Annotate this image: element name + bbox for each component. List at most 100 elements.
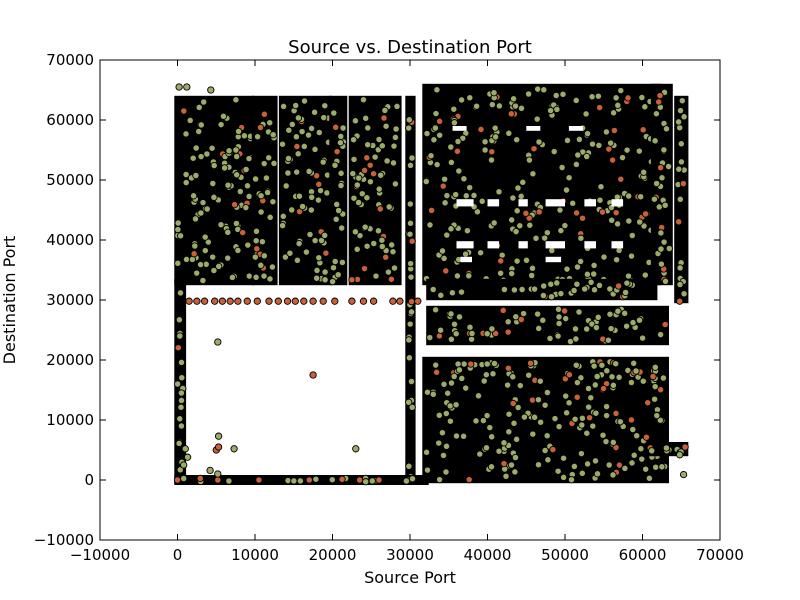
data-point-series-a	[176, 232, 185, 240]
data-point-series-a	[547, 293, 556, 301]
data-point-series-a	[181, 445, 189, 453]
sparse-gap	[584, 199, 596, 207]
data-point-series-a	[505, 410, 513, 418]
data-point-series-b	[396, 297, 404, 305]
data-point-series-a	[265, 154, 273, 162]
data-point-series-a	[363, 242, 371, 250]
data-point-series-a	[407, 377, 416, 386]
data-point-series-a	[232, 96, 240, 104]
data-point-series-a	[408, 154, 416, 162]
data-point-series-a	[590, 362, 598, 370]
data-point-series-a	[391, 180, 400, 188]
data-point-series-a	[200, 98, 208, 106]
data-point-series-a	[623, 146, 631, 154]
data-point-series-a	[406, 320, 414, 328]
data-point-series-a	[177, 403, 185, 411]
data-point-series-a	[470, 191, 478, 200]
data-point-series-a	[674, 118, 683, 126]
data-point-series-a	[676, 195, 684, 203]
data-point-series-b	[595, 103, 604, 112]
data-point-series-a	[590, 261, 598, 270]
data-point-series-b	[661, 320, 669, 329]
data-point-series-a	[300, 142, 308, 151]
data-point-series-a	[201, 246, 209, 255]
data-point-series-b	[528, 396, 537, 404]
data-point-series-a	[544, 456, 552, 464]
data-point-series-a	[242, 165, 250, 174]
data-point-series-a	[662, 444, 671, 452]
data-point-series-a	[279, 102, 288, 111]
data-point-series-a	[447, 335, 456, 343]
data-point-series-a	[676, 451, 684, 459]
data-point-series-a	[510, 286, 519, 294]
sparse-gap	[545, 199, 565, 207]
data-point-series-a	[621, 288, 630, 297]
data-point-series-a	[182, 178, 190, 187]
data-point-series-a	[602, 402, 611, 411]
data-point-series-a	[554, 467, 562, 475]
data-point-series-a	[483, 360, 491, 368]
data-point-series-b	[465, 475, 473, 484]
data-point-series-a	[197, 152, 205, 161]
data-point-series-a	[423, 129, 431, 138]
data-point-series-a	[458, 374, 466, 383]
data-point-series-a	[591, 457, 600, 465]
data-point-series-a	[402, 477, 411, 485]
data-point-series-b	[504, 328, 512, 336]
data-point-series-a	[539, 316, 547, 324]
data-point-series-a	[457, 96, 466, 104]
data-point-series-b	[315, 180, 323, 188]
data-point-series-a	[429, 390, 437, 398]
data-point-series-a	[270, 159, 278, 168]
data-point-series-a	[476, 450, 484, 458]
data-point-series-b	[656, 386, 665, 394]
data-point-series-a	[480, 377, 488, 385]
data-point-series-a	[334, 206, 343, 215]
data-point-series-a	[518, 285, 526, 294]
data-point-series-b	[260, 110, 269, 118]
data-point-series-a	[572, 160, 581, 169]
data-point-series-a	[541, 234, 549, 242]
data-point-series-a	[454, 137, 462, 146]
data-point-series-a	[664, 162, 673, 171]
data-point-series-a	[573, 280, 581, 288]
data-point-series-a	[517, 192, 525, 200]
data-point-series-a	[209, 253, 217, 261]
data-point-series-a	[573, 378, 582, 387]
data-point-series-a	[563, 265, 571, 273]
data-point-series-a	[543, 388, 552, 397]
data-point-series-a	[650, 195, 659, 203]
data-point-series-a	[500, 439, 508, 447]
data-point-series-a	[590, 270, 598, 278]
data-point-series-a	[539, 291, 548, 300]
data-point-series-a	[228, 273, 237, 282]
data-point-series-a	[602, 128, 611, 136]
data-point-series-b	[442, 267, 450, 275]
data-point-series-a	[440, 380, 448, 388]
data-point-series-a	[490, 89, 498, 97]
data-point-series-a	[442, 409, 450, 418]
data-point-series-a	[660, 146, 668, 154]
data-point-series-a	[550, 147, 558, 156]
data-point-series-a	[176, 332, 184, 340]
data-point-series-a	[629, 318, 637, 327]
data-point-series-b	[432, 368, 441, 376]
data-point-series-a	[600, 253, 608, 261]
data-point-series-a	[321, 231, 329, 240]
data-point-series-a	[555, 319, 563, 328]
x-tick-label: −10000	[70, 546, 130, 564]
data-point-series-a	[407, 308, 416, 316]
data-point-series-b	[214, 443, 223, 451]
data-point-series-a	[592, 323, 601, 332]
y-tick-label: 30000	[46, 291, 94, 309]
data-point-series-a	[481, 138, 489, 146]
data-point-series-a	[651, 137, 659, 145]
data-point-series-a	[331, 161, 339, 169]
data-point-series-a	[298, 202, 307, 211]
data-point-series-a	[438, 247, 447, 255]
data-point-series-a	[677, 158, 686, 166]
data-point-series-a	[432, 109, 440, 118]
data-point-series-a	[570, 286, 578, 295]
data-point-series-a	[321, 276, 329, 284]
data-point-series-a	[177, 358, 186, 367]
